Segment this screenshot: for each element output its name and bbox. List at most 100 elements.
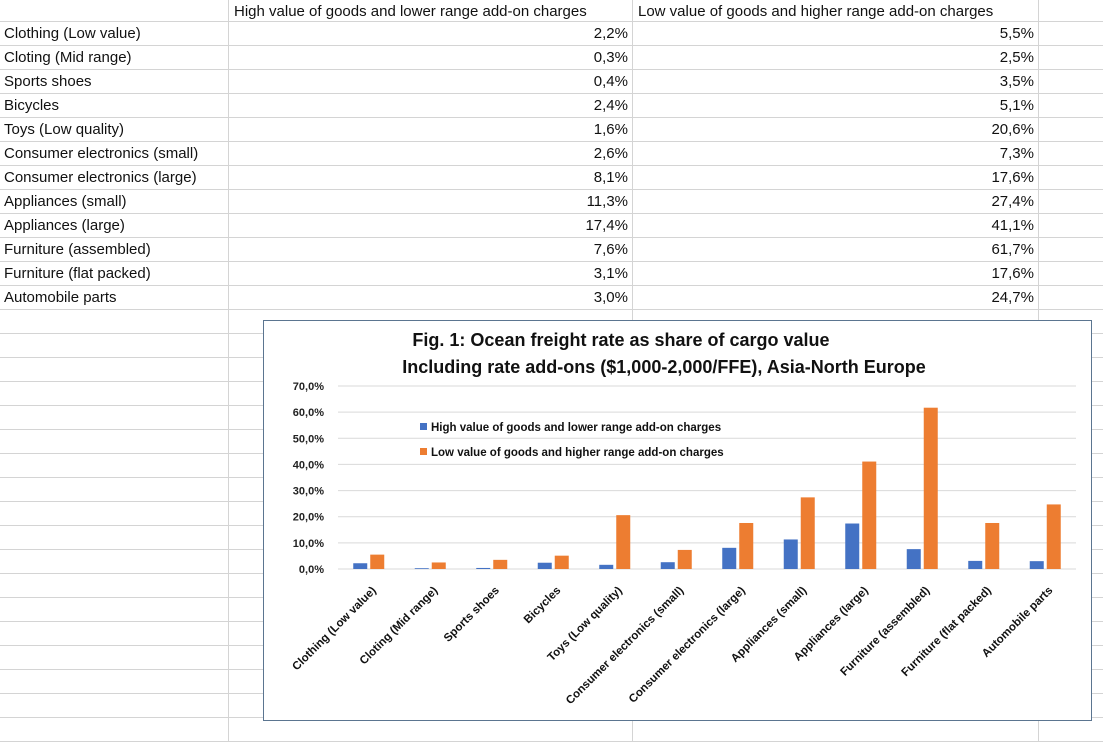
- high-value-cell[interactable]: 3,0%: [228, 286, 632, 309]
- category-cell[interactable]: Furniture (assembled): [4, 241, 151, 258]
- bar-low-value[interactable]: [431, 562, 446, 569]
- low-value-cell[interactable]: 3,5%: [632, 70, 1038, 93]
- empty-cell[interactable]: [1038, 118, 1103, 141]
- empty-cell[interactable]: [228, 694, 632, 717]
- empty-cell[interactable]: [0, 430, 228, 453]
- empty-cell[interactable]: [228, 310, 632, 333]
- category-cell[interactable]: Consumer electronics (small): [4, 145, 199, 162]
- empty-cell[interactable]: [228, 550, 632, 573]
- bar-low-value[interactable]: [616, 515, 631, 569]
- empty-cell[interactable]: [228, 622, 632, 645]
- empty-cell[interactable]: [0, 454, 228, 477]
- category-cell[interactable]: Appliances (large): [4, 217, 125, 234]
- category-cell[interactable]: Appliances (small): [4, 193, 127, 210]
- empty-cell[interactable]: [228, 574, 632, 597]
- empty-cell[interactable]: [0, 670, 228, 693]
- empty-cell[interactable]: [228, 358, 632, 381]
- bar-high-value[interactable]: [968, 560, 983, 569]
- high-value-cell[interactable]: 2,6%: [228, 142, 632, 165]
- category-cell[interactable]: Furniture (flat packed): [4, 265, 151, 282]
- category-cell[interactable]: Cloting (Mid range): [4, 49, 132, 66]
- bar-low-value[interactable]: [1046, 504, 1061, 569]
- high-value-cell[interactable]: 8,1%: [228, 166, 632, 189]
- bar-high-value[interactable]: [722, 547, 737, 569]
- category-cell[interactable]: Toys (Low quality): [4, 121, 125, 138]
- bar-low-value[interactable]: [370, 554, 385, 569]
- low-value-cell[interactable]: 17,6%: [632, 262, 1038, 285]
- bar-high-value[interactable]: [783, 539, 798, 569]
- empty-cell[interactable]: [0, 718, 228, 741]
- bar-high-value[interactable]: [845, 523, 860, 569]
- empty-cell[interactable]: [1038, 70, 1103, 93]
- chart-container[interactable]: Fig. 1: Ocean freight rate as share of c…: [263, 320, 1092, 721]
- bar-low-value[interactable]: [739, 522, 754, 569]
- empty-cell[interactable]: [0, 502, 228, 525]
- empty-cell[interactable]: [0, 406, 228, 429]
- empty-cell[interactable]: [632, 718, 1038, 741]
- empty-cell[interactable]: [1038, 190, 1103, 213]
- bar-high-value[interactable]: [599, 564, 614, 569]
- low-value-cell[interactable]: 20,6%: [632, 118, 1038, 141]
- empty-cell[interactable]: [228, 670, 632, 693]
- empty-cell[interactable]: [1038, 214, 1103, 237]
- bar-high-value[interactable]: [660, 562, 675, 569]
- bar-low-value[interactable]: [862, 461, 877, 569]
- high-value-cell[interactable]: 7,6%: [228, 238, 632, 261]
- high-value-cell[interactable]: 0,4%: [228, 70, 632, 93]
- empty-cell[interactable]: [228, 502, 632, 525]
- empty-cell[interactable]: [1038, 94, 1103, 117]
- bar-low-value[interactable]: [923, 407, 938, 569]
- high-value-cell[interactable]: 2,2%: [228, 22, 632, 45]
- bar-high-value[interactable]: [476, 567, 491, 569]
- low-value-cell[interactable]: 7,3%: [632, 142, 1038, 165]
- bar-low-value[interactable]: [493, 559, 508, 569]
- empty-cell[interactable]: [1038, 286, 1103, 309]
- empty-cell[interactable]: [1038, 46, 1103, 69]
- high-value-cell[interactable]: 2,4%: [228, 94, 632, 117]
- empty-cell[interactable]: [228, 430, 632, 453]
- category-cell[interactable]: Consumer electronics (large): [4, 169, 197, 186]
- empty-cell[interactable]: [0, 550, 228, 573]
- bar-high-value[interactable]: [1029, 561, 1044, 569]
- bar-high-value[interactable]: [414, 568, 429, 570]
- empty-cell[interactable]: [1038, 238, 1103, 261]
- empty-cell[interactable]: [228, 334, 632, 357]
- high-value-cell[interactable]: 1,6%: [228, 118, 632, 141]
- empty-cell[interactable]: [0, 334, 228, 357]
- low-value-cell[interactable]: 27,4%: [632, 190, 1038, 213]
- empty-cell[interactable]: [0, 358, 228, 381]
- low-value-cell[interactable]: 24,7%: [632, 286, 1038, 309]
- category-cell[interactable]: Sports shoes: [4, 73, 92, 90]
- category-cell[interactable]: Bicycles: [4, 97, 60, 114]
- header-cell-category[interactable]: [0, 0, 228, 23]
- header-cell-high-value[interactable]: High value of goods and lower range add-…: [228, 0, 632, 23]
- empty-cell[interactable]: [0, 526, 228, 549]
- low-value-cell[interactable]: 5,5%: [632, 22, 1038, 45]
- low-value-cell[interactable]: 2,5%: [632, 46, 1038, 69]
- empty-cell[interactable]: [1038, 262, 1103, 285]
- header-cell-low-value[interactable]: Low value of goods and higher range add-…: [632, 0, 1038, 23]
- empty-cell[interactable]: [0, 694, 228, 717]
- high-value-cell[interactable]: 11,3%: [228, 190, 632, 213]
- bar-high-value[interactable]: [537, 562, 552, 569]
- empty-cell[interactable]: [1038, 142, 1103, 165]
- bar-low-value[interactable]: [554, 555, 569, 569]
- empty-cell[interactable]: [228, 598, 632, 621]
- empty-cell[interactable]: [228, 406, 632, 429]
- low-value-cell[interactable]: 41,1%: [632, 214, 1038, 237]
- high-value-cell[interactable]: 17,4%: [228, 214, 632, 237]
- low-value-cell[interactable]: 17,6%: [632, 166, 1038, 189]
- empty-cell[interactable]: [1038, 22, 1103, 45]
- empty-cell[interactable]: [0, 622, 228, 645]
- bar-high-value[interactable]: [906, 549, 921, 569]
- low-value-cell[interactable]: 5,1%: [632, 94, 1038, 117]
- empty-cell[interactable]: [228, 454, 632, 477]
- empty-cell[interactable]: [228, 646, 632, 669]
- bar-low-value[interactable]: [985, 522, 1000, 569]
- empty-cell[interactable]: [0, 478, 228, 501]
- bar-high-value[interactable]: [353, 563, 368, 569]
- empty-cell[interactable]: [228, 382, 632, 405]
- category-cell[interactable]: Automobile parts: [4, 289, 117, 306]
- empty-cell[interactable]: [0, 310, 228, 333]
- bar-low-value[interactable]: [800, 497, 815, 569]
